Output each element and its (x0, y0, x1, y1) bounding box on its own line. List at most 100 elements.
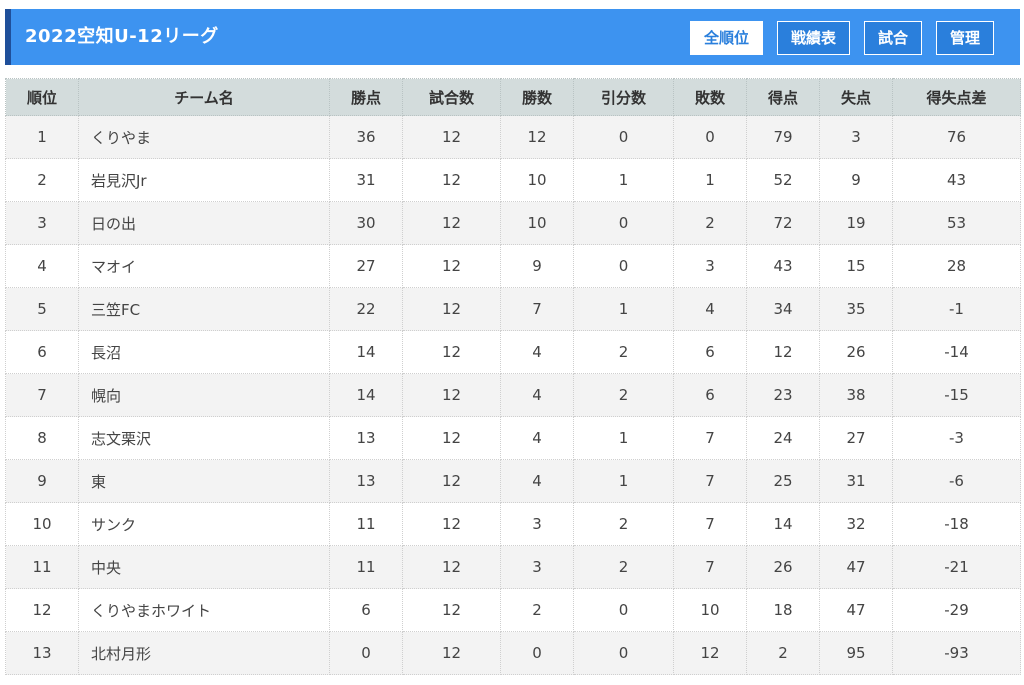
goal-diff-cell: -15 (892, 373, 1021, 417)
goals-for-cell: 34 (746, 287, 820, 331)
rank-cell: 11 (5, 545, 79, 589)
goals-for-cell: 52 (746, 158, 820, 202)
wins-cell: 12 (500, 115, 574, 159)
team-name-cell: 中央 (78, 545, 330, 589)
wins-cell: 9 (500, 244, 574, 288)
goals-for-cell: 18 (746, 588, 820, 632)
goals-for-cell: 12 (746, 330, 820, 374)
goal-diff-cell: 53 (892, 201, 1021, 245)
wins-cell: 3 (500, 545, 574, 589)
goals-against-cell: 95 (819, 631, 893, 675)
results-table-button[interactable]: 戦績表 (776, 21, 850, 55)
rank-cell: 10 (5, 502, 79, 546)
all-rankings-button[interactable]: 全順位 (689, 21, 763, 55)
points-cell: 11 (329, 502, 403, 546)
draws-cell: 1 (573, 459, 674, 503)
played-cell: 12 (402, 330, 501, 374)
team-name-cell: サンク (78, 502, 330, 546)
draws-cell: 2 (573, 330, 674, 374)
losses-cell: 10 (673, 588, 747, 632)
wins-cell: 4 (500, 373, 574, 417)
draws-cell: 0 (573, 631, 674, 675)
draws-cell: 0 (573, 244, 674, 288)
goals-against-cell: 9 (819, 158, 893, 202)
points-cell: 13 (329, 416, 403, 460)
table-header-row: 順位 チーム名 勝点 試合数 勝数 引分数 敗数 得点 失点 得失点差 (5, 78, 1021, 116)
goal-diff-cell: -14 (892, 330, 1021, 374)
points-cell: 0 (329, 631, 403, 675)
played-cell: 12 (402, 459, 501, 503)
team-name-cell: 幌向 (78, 373, 330, 417)
goals-against-cell: 3 (819, 115, 893, 159)
rank-cell: 9 (5, 459, 79, 503)
rank-cell: 4 (5, 244, 79, 288)
goals-for-cell: 25 (746, 459, 820, 503)
losses-cell: 7 (673, 459, 747, 503)
table-row: 2 岩見沢Jr 31 12 10 1 1 52 9 43 (5, 158, 1021, 202)
table-row: 3 日の出 30 12 10 0 2 72 19 53 (5, 201, 1021, 245)
table-row: 11 中央 11 12 3 2 7 26 47 -21 (5, 545, 1021, 589)
goals-for-cell: 23 (746, 373, 820, 417)
col-header-goals-for: 得点 (746, 78, 820, 116)
table-row: 1 くりやま 36 12 12 0 0 79 3 76 (5, 115, 1021, 159)
wins-cell: 10 (500, 201, 574, 245)
team-name-cell: くりやま (78, 115, 330, 159)
goals-for-cell: 79 (746, 115, 820, 159)
goals-for-cell: 2 (746, 631, 820, 675)
points-cell: 30 (329, 201, 403, 245)
draws-cell: 0 (573, 115, 674, 159)
losses-cell: 3 (673, 244, 747, 288)
draws-cell: 1 (573, 416, 674, 460)
goals-against-cell: 32 (819, 502, 893, 546)
points-cell: 13 (329, 459, 403, 503)
wins-cell: 0 (500, 631, 574, 675)
goal-diff-cell: 43 (892, 158, 1021, 202)
goals-against-cell: 27 (819, 416, 893, 460)
standings-body: 1 くりやま 36 12 12 0 0 79 3 76 2 岩見沢Jr 31 12 10 1 1 52 9 43 3 日の… (5, 115, 1021, 675)
col-header-goals-against: 失点 (819, 78, 893, 116)
losses-cell: 6 (673, 330, 747, 374)
goals-against-cell: 15 (819, 244, 893, 288)
played-cell: 12 (402, 158, 501, 202)
matches-button[interactable]: 試合 (863, 21, 922, 55)
table-row: 4 マオイ 27 12 9 0 3 43 15 28 (5, 244, 1021, 288)
page-header: 2022空知U-12リーグ 全順位 戦績表 試合 管理 (5, 9, 1020, 65)
draws-cell: 2 (573, 502, 674, 546)
rank-cell: 3 (5, 201, 79, 245)
draws-cell: 0 (573, 588, 674, 632)
rank-cell: 2 (5, 158, 79, 202)
draws-cell: 0 (573, 201, 674, 245)
losses-cell: 0 (673, 115, 747, 159)
losses-cell: 7 (673, 502, 747, 546)
goal-diff-cell: -21 (892, 545, 1021, 589)
rank-cell: 6 (5, 330, 79, 374)
goals-against-cell: 31 (819, 459, 893, 503)
team-name-cell: 北村月形 (78, 631, 330, 675)
played-cell: 12 (402, 631, 501, 675)
col-header-team: チーム名 (78, 78, 330, 116)
goals-for-cell: 14 (746, 502, 820, 546)
goals-against-cell: 35 (819, 287, 893, 331)
played-cell: 12 (402, 244, 501, 288)
points-cell: 6 (329, 588, 403, 632)
goal-diff-cell: -1 (892, 287, 1021, 331)
admin-button[interactable]: 管理 (935, 21, 994, 55)
goal-diff-cell: 76 (892, 115, 1021, 159)
table-row: 8 志文栗沢 13 12 4 1 7 24 27 -3 (5, 416, 1021, 460)
table-row: 9 東 13 12 4 1 7 25 31 -6 (5, 459, 1021, 503)
played-cell: 12 (402, 115, 501, 159)
goals-against-cell: 47 (819, 545, 893, 589)
goal-diff-cell: -29 (892, 588, 1021, 632)
points-cell: 11 (329, 545, 403, 589)
table-row: 6 長沼 14 12 4 2 6 12 26 -14 (5, 330, 1021, 374)
goals-for-cell: 24 (746, 416, 820, 460)
rank-cell: 1 (5, 115, 79, 159)
goal-diff-cell: -6 (892, 459, 1021, 503)
goals-against-cell: 26 (819, 330, 893, 374)
wins-cell: 7 (500, 287, 574, 331)
goal-diff-cell: -18 (892, 502, 1021, 546)
rank-cell: 12 (5, 588, 79, 632)
header-nav: 全順位 戦績表 試合 管理 (689, 21, 994, 55)
rank-cell: 13 (5, 631, 79, 675)
standings-table: 順位 チーム名 勝点 試合数 勝数 引分数 敗数 得点 失点 得失点差 1 くりや… (5, 78, 1021, 675)
